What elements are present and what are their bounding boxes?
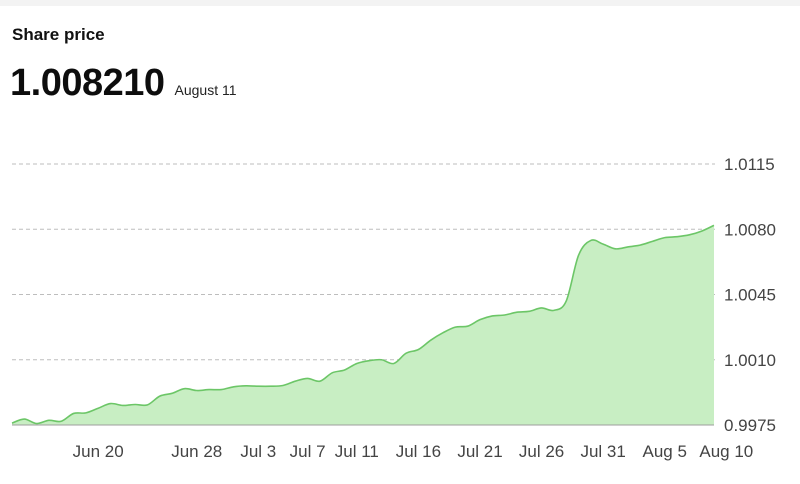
x-axis: Jun 20 Jun 28 Jul 3 Jul 7 Jul 11 Jul 16 Jul 21… bbox=[73, 442, 754, 461]
x-tick-label: Aug 5 bbox=[643, 442, 687, 461]
x-tick-label: Jul 11 bbox=[335, 442, 379, 461]
y-tick-label: 1.0080 bbox=[724, 220, 776, 239]
current-value: 1.008210 bbox=[10, 62, 165, 104]
x-tick-label: Jul 7 bbox=[290, 442, 326, 461]
price-area bbox=[12, 225, 714, 425]
x-tick-label: Jul 3 bbox=[240, 442, 276, 461]
top-divider bbox=[0, 0, 800, 6]
x-tick-label: Jun 28 bbox=[171, 442, 222, 461]
x-tick-label: Jul 16 bbox=[396, 442, 441, 461]
x-tick-label: Jul 26 bbox=[519, 442, 564, 461]
current-date: August 11 bbox=[174, 82, 237, 98]
chart-title: Share price bbox=[12, 25, 105, 44]
x-tick-label: Jun 20 bbox=[73, 442, 124, 461]
y-tick-label: 0.9975 bbox=[724, 416, 776, 435]
y-axis: 0.9975 1.0010 1.0045 1.0080 1.0115 bbox=[724, 155, 776, 435]
y-tick-label: 1.0045 bbox=[724, 286, 776, 305]
x-tick-label: Aug 10 bbox=[699, 442, 753, 461]
x-tick-label: Jul 31 bbox=[580, 442, 625, 461]
price-line bbox=[11, 224, 715, 425]
y-tick-label: 1.0115 bbox=[724, 155, 775, 174]
current-value-row: 1.008210 August 11 bbox=[10, 62, 237, 105]
x-tick-label: Jul 21 bbox=[457, 442, 502, 461]
grid-layer bbox=[12, 163, 715, 361]
y-tick-label: 1.0010 bbox=[724, 351, 776, 370]
